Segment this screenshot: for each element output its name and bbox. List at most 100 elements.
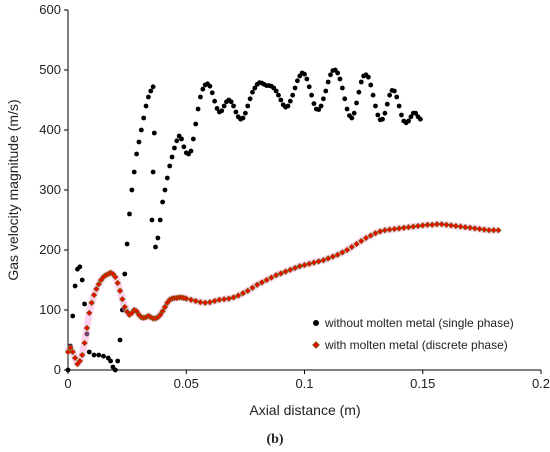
- data-point: [315, 258, 322, 265]
- data-point: [250, 89, 255, 95]
- data-point: [290, 92, 296, 98]
- data-point: [367, 232, 374, 239]
- data-point: [192, 297, 199, 305]
- data-point: [235, 292, 242, 299]
- data-point: [382, 110, 388, 116]
- data-point: [372, 230, 379, 237]
- data-point: [153, 244, 158, 250]
- data-point: [127, 211, 132, 217]
- y-tick-label: 600: [39, 2, 61, 17]
- data-point: [304, 76, 310, 82]
- series-2: [64, 220, 502, 368]
- data-point: [91, 352, 97, 358]
- data-point: [254, 281, 261, 288]
- data-point: [148, 88, 154, 94]
- data-point: [370, 92, 376, 98]
- data-point: [245, 103, 251, 109]
- data-point: [160, 199, 166, 205]
- data-point: [228, 99, 234, 105]
- data-point: [151, 130, 157, 136]
- data-point: [375, 112, 381, 118]
- data-point: [134, 151, 139, 157]
- data-point: [167, 163, 173, 169]
- data-point: [244, 287, 251, 294]
- series-1: [65, 67, 423, 373]
- data-point: [115, 358, 121, 364]
- data-point: [414, 222, 422, 230]
- data-point: [81, 339, 88, 347]
- data-point: [309, 92, 314, 98]
- data-point: [214, 106, 220, 111]
- data-point: [396, 103, 402, 109]
- data-point: [321, 96, 326, 102]
- data-point: [462, 224, 469, 231]
- data-point: [311, 101, 317, 106]
- data-point: [116, 287, 124, 294]
- data-point: [112, 273, 119, 281]
- data-point: [124, 241, 130, 247]
- x-tick-label: 0.2: [532, 376, 550, 391]
- data-point: [337, 76, 343, 82]
- legend-label: with molten metal (discrete phase): [324, 338, 508, 352]
- x-tick-label: 0.1: [295, 376, 313, 391]
- data-point: [150, 169, 156, 175]
- data-point: [95, 281, 102, 288]
- data-point: [249, 284, 256, 291]
- y-tick-label: 500: [39, 62, 61, 77]
- data-point: [287, 98, 293, 104]
- data-point: [90, 291, 98, 299]
- data-point: [121, 303, 128, 311]
- data-point: [141, 115, 147, 121]
- data-point: [365, 74, 371, 80]
- data-point: [225, 295, 232, 302]
- data-point: [197, 299, 204, 306]
- data-point: [198, 94, 203, 100]
- data-point: [71, 354, 79, 362]
- data-point: [174, 138, 180, 144]
- data-point: [495, 227, 502, 234]
- data-point: [101, 353, 106, 359]
- data-point: [356, 89, 362, 95]
- data-point: [408, 114, 414, 120]
- data-point: [306, 84, 312, 90]
- data-point: [239, 290, 247, 297]
- data-point: [136, 139, 142, 145]
- data-point: [373, 103, 378, 109]
- data-point: [471, 225, 478, 232]
- data-point: [433, 221, 441, 228]
- data-point: [349, 115, 355, 121]
- data-point: [207, 83, 213, 89]
- data-point: [302, 71, 307, 77]
- data-point: [443, 221, 450, 228]
- data-point: [96, 352, 102, 358]
- data-point: [339, 249, 346, 256]
- data-point: [112, 367, 118, 373]
- data-point: [221, 103, 227, 109]
- data-point: [65, 367, 71, 373]
- data-point: [457, 223, 464, 230]
- data-point: [190, 136, 196, 142]
- data-point: [157, 311, 164, 318]
- data-point: [476, 225, 483, 233]
- data-point: [320, 257, 327, 264]
- data-point: [202, 299, 209, 306]
- data-point: [181, 144, 187, 150]
- data-point: [88, 299, 95, 306]
- data-point: [358, 79, 364, 85]
- data-point: [162, 187, 168, 193]
- y-tick-label: 400: [39, 122, 61, 137]
- data-point: [277, 270, 285, 277]
- data-point: [268, 274, 275, 281]
- data-point: [108, 358, 113, 364]
- data-point: [278, 97, 284, 103]
- data-point: [400, 224, 407, 231]
- data-point: [343, 246, 351, 254]
- y-tick-label: 300: [39, 182, 61, 197]
- data-point: [342, 96, 348, 102]
- data-point: [395, 225, 403, 232]
- data-point: [386, 226, 393, 233]
- data-point: [114, 279, 121, 287]
- data-point: [179, 136, 184, 142]
- data-point: [490, 227, 497, 234]
- data-point: [334, 251, 341, 258]
